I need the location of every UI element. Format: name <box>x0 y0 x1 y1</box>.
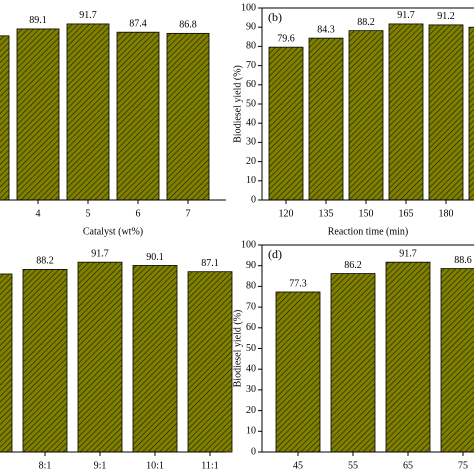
bar <box>0 35 10 201</box>
bar <box>330 273 376 453</box>
bar <box>275 291 321 453</box>
bar <box>308 37 344 201</box>
bar <box>348 30 384 201</box>
x-tick-label: 11:1 <box>201 460 218 471</box>
y-tick-label: 90 <box>246 260 256 271</box>
y-tick-label: 90 <box>246 21 256 32</box>
bar <box>66 23 110 201</box>
value-label: 91.2 <box>437 11 455 22</box>
bar <box>16 28 60 201</box>
y-tick-label: 0 <box>251 194 256 205</box>
y-tick-label: 10 <box>246 426 256 437</box>
x-axis-label: Catalyst (wt%) <box>83 226 143 237</box>
x-tick-label: 9:1 <box>94 460 107 471</box>
y-tick-label: 70 <box>246 301 256 312</box>
value-label: 86.8 <box>179 20 197 31</box>
y-tick-label: 60 <box>246 322 256 333</box>
x-axis-label: Reaction time (min) <box>328 226 409 237</box>
y-tick-label: 0 <box>251 446 256 457</box>
bar <box>440 268 474 453</box>
x-tick-label: 135 <box>319 208 334 219</box>
value-label: 79.6 <box>277 33 295 44</box>
y-tick-label: 30 <box>246 384 256 395</box>
y-tick-label: 40 <box>246 117 256 128</box>
bar <box>166 32 210 201</box>
y-tick-label: 100 <box>241 2 256 13</box>
value-label: 91.7 <box>79 10 97 21</box>
value-label: 77.3 <box>289 278 307 289</box>
panel-label: (b) <box>268 10 282 24</box>
bar <box>187 271 233 453</box>
value-label: 88.6 <box>454 255 472 266</box>
y-tick-label: 40 <box>246 363 256 374</box>
y-axis-label: Biodiesel yield (%) <box>232 65 243 143</box>
value-label: 87.1 <box>201 258 219 269</box>
value-label: 90.1 <box>146 252 164 263</box>
y-tick-label: 80 <box>246 281 256 292</box>
value-label: 91.7 <box>399 248 417 259</box>
y-tick-label: 60 <box>246 79 256 90</box>
x-tick-label: 4 <box>36 208 41 219</box>
y-tick-label: 30 <box>246 137 256 148</box>
x-tick-label: 10:1 <box>146 460 164 471</box>
value-label: 88.2 <box>357 17 375 28</box>
bar <box>468 26 474 201</box>
y-tick-label: 100 <box>241 239 256 250</box>
y-tick-label: 80 <box>246 41 256 52</box>
x-tick-label: 55 <box>348 460 358 471</box>
bar <box>77 261 123 453</box>
bar <box>385 261 431 453</box>
y-tick-label: 50 <box>246 98 256 109</box>
value-label: 91.7 <box>91 248 109 259</box>
bar <box>132 265 178 453</box>
panel-label: (d) <box>268 247 282 261</box>
x-tick-label: 120 <box>279 208 294 219</box>
value-label: 84.3 <box>317 24 335 35</box>
x-tick-label: 65 <box>403 460 413 471</box>
x-tick-label: 6 <box>136 208 141 219</box>
bar <box>428 24 464 201</box>
value-label: 88.2 <box>36 256 54 267</box>
value-label: 86.2 <box>344 260 362 271</box>
y-tick-label: 20 <box>246 156 256 167</box>
bar <box>116 31 160 201</box>
y-tick-label: 70 <box>246 60 256 71</box>
x-tick-label: 150 <box>359 208 374 219</box>
x-tick-label: 180 <box>439 208 454 219</box>
value-label: 89.1 <box>29 15 47 26</box>
bar <box>0 273 13 453</box>
bar <box>388 23 424 201</box>
y-tick-label: 10 <box>246 175 256 186</box>
value-label: 87.4 <box>129 18 147 29</box>
x-tick-label: 8:1 <box>39 460 52 471</box>
bar <box>268 46 304 201</box>
value-label: 91.7 <box>397 10 415 21</box>
x-tick-label: 165 <box>399 208 414 219</box>
x-tick-label: 75 <box>458 460 468 471</box>
bar <box>22 269 68 453</box>
y-axis-label: Biodiesel yield (%) <box>232 310 243 388</box>
y-tick-label: 20 <box>246 405 256 416</box>
x-tick-label: 45 <box>293 460 303 471</box>
y-tick-label: 50 <box>246 343 256 354</box>
x-tick-label: 5 <box>86 208 91 219</box>
x-tick-label: 7 <box>186 208 191 219</box>
